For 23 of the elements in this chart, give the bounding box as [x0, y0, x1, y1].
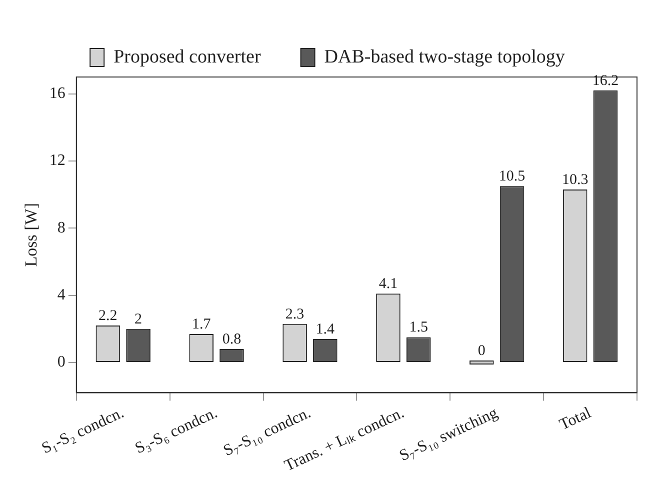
data-label: 2	[134, 311, 142, 328]
legend-label: Proposed converter	[114, 46, 262, 68]
data-label: 1.5	[409, 320, 428, 336]
legend-label: DAB-based two-stage topology	[324, 46, 566, 68]
data-label: 1.7	[192, 316, 212, 332]
x-tick-label: S₁-S₂ condcn.	[39, 404, 127, 458]
y-tick-label: 12	[49, 152, 66, 170]
y-axis-title: Loss [W]	[22, 202, 41, 267]
y-tick-label: 8	[57, 219, 66, 236]
data-label: 16.2	[592, 72, 619, 89]
x-tick-label: S₃-S₆ condcn.	[132, 404, 220, 458]
data-label: 0.8	[222, 331, 242, 348]
data-label: 0	[478, 342, 486, 359]
data-label: 10.3	[562, 172, 588, 188]
data-label: 1.4	[316, 321, 336, 338]
x-tick-label: Total	[556, 404, 594, 434]
y-tick-label: 4	[57, 286, 66, 304]
data-label: 2.3	[285, 306, 304, 322]
data-label: 2.2	[98, 308, 118, 324]
data-label: 10.5	[498, 168, 526, 185]
y-tick-label: 0	[57, 354, 66, 371]
data-label: 4.1	[378, 276, 398, 292]
y-tick-label: 16	[49, 84, 66, 102]
